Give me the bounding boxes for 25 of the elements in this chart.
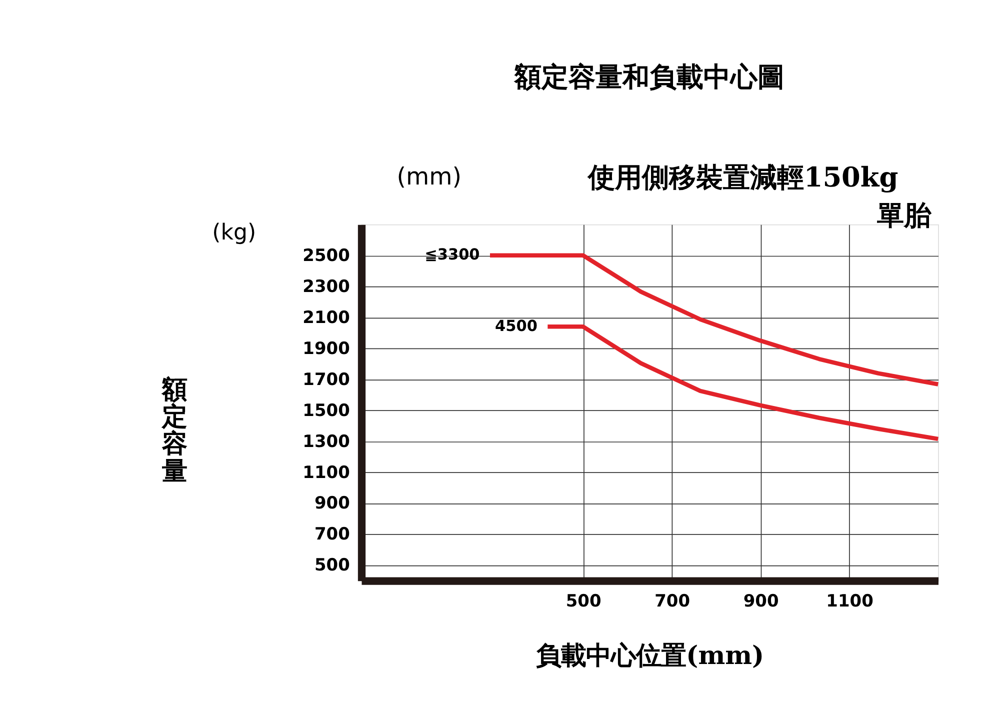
x-tick-label: 700 bbox=[654, 590, 690, 611]
y-tick-label: 2300 bbox=[302, 276, 350, 296]
y-tick-label: 2100 bbox=[302, 306, 350, 327]
y-tick-label: 500 bbox=[314, 554, 350, 575]
y-tick-label: 1300 bbox=[302, 430, 350, 451]
annotation: 單胎 bbox=[876, 200, 932, 232]
text: 使用側移裝置減輕150kg bbox=[586, 162, 898, 194]
y-tick-label: 700 bbox=[314, 524, 350, 544]
y-tick-label: 1900 bbox=[302, 338, 350, 358]
y-tick-label: 900 bbox=[314, 492, 350, 513]
x-axis-title: 負載中心位置(mm) bbox=[536, 640, 764, 670]
y-tick-label: 1100 bbox=[302, 462, 350, 482]
series-label: 4500 bbox=[495, 316, 538, 335]
text: (kg) bbox=[212, 220, 256, 246]
text: (mm) bbox=[396, 162, 462, 191]
x-tick-label: 500 bbox=[566, 590, 602, 611]
y-tick-label: 2500 bbox=[302, 244, 350, 265]
line-series bbox=[488, 253, 940, 386]
chart-title: 額定容量和負載中心圖 bbox=[514, 62, 785, 94]
y-tick-label: 1500 bbox=[302, 400, 350, 420]
y-axis-title: 額定容量 bbox=[161, 374, 188, 486]
x-tick-label: 900 bbox=[743, 590, 779, 611]
y-tick-label: 1700 bbox=[302, 368, 350, 389]
x-tick-label: 1100 bbox=[826, 590, 874, 611]
line-series bbox=[546, 324, 940, 442]
